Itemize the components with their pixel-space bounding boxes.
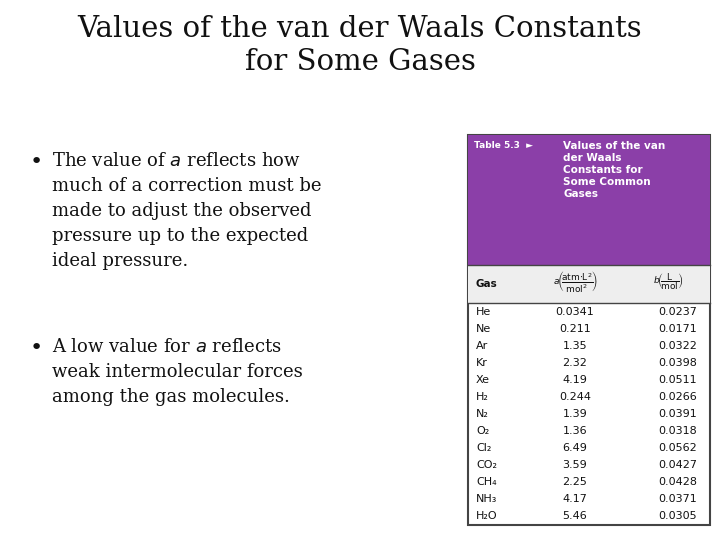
Text: H₂: H₂ (476, 392, 489, 402)
Text: Cl₂: Cl₂ (476, 443, 491, 453)
Text: 4.19: 4.19 (562, 375, 588, 385)
Text: 0.0322: 0.0322 (659, 341, 698, 350)
Text: 6.49: 6.49 (562, 443, 588, 453)
Bar (468, 135, 710, 265)
Text: Xe: Xe (476, 375, 490, 385)
Text: He: He (476, 307, 491, 316)
Text: 0.244: 0.244 (559, 392, 591, 402)
Text: 5.46: 5.46 (562, 511, 588, 522)
Text: NH₃: NH₃ (476, 495, 498, 504)
Text: CH₄: CH₄ (476, 477, 497, 487)
Text: $b\!\left(\!\dfrac{\mathrm{L}}{\mathrm{mol}}\!\right)$: $b\!\left(\!\dfrac{\mathrm{L}}{\mathrm{m… (653, 272, 683, 293)
Text: Table 5.3  ►: Table 5.3 ► (474, 141, 533, 150)
Text: 1.36: 1.36 (563, 426, 588, 436)
Text: 0.0237: 0.0237 (659, 307, 698, 316)
Text: 0.0305: 0.0305 (659, 511, 697, 522)
Text: Gas: Gas (476, 279, 498, 289)
Text: Kr: Kr (476, 358, 488, 368)
Text: 0.0341: 0.0341 (556, 307, 595, 316)
Bar (468, 135, 710, 525)
Text: 0.0562: 0.0562 (659, 443, 698, 453)
Text: 2.25: 2.25 (562, 477, 588, 487)
Text: $a\!\left(\!\dfrac{\mathrm{atm{\cdot}L^2}}{\mathrm{mol^2}}\!\right)$: $a\!\left(\!\dfrac{\mathrm{atm{\cdot}L^2… (553, 269, 597, 294)
Text: 1.35: 1.35 (563, 341, 588, 350)
Text: 0.0266: 0.0266 (659, 392, 698, 402)
Text: 1.39: 1.39 (562, 409, 588, 419)
Text: 0.0391: 0.0391 (659, 409, 698, 419)
Text: 2.32: 2.32 (562, 358, 588, 368)
Text: The value of $a$ reflects how
much of a correction must be
made to adjust the ob: The value of $a$ reflects how much of a … (52, 152, 322, 270)
Text: Values of the van der Waals Constants
for Some Gases: Values of the van der Waals Constants fo… (78, 15, 642, 77)
Text: 3.59: 3.59 (562, 460, 588, 470)
Text: Ar: Ar (476, 341, 488, 350)
Bar (468, 265, 710, 303)
Text: N₂: N₂ (476, 409, 489, 419)
Text: Values of the van
der Waals
Constants for
Some Common
Gases: Values of the van der Waals Constants fo… (563, 141, 665, 199)
Text: •: • (30, 152, 43, 172)
Text: H₂O: H₂O (476, 511, 498, 522)
Text: 0.211: 0.211 (559, 323, 591, 334)
Text: 0.0427: 0.0427 (659, 460, 698, 470)
Text: 0.0171: 0.0171 (659, 323, 698, 334)
Text: Ne: Ne (476, 323, 491, 334)
Text: 0.0371: 0.0371 (659, 495, 698, 504)
Text: A low value for $a$ reflects
weak intermolecular forces
among the gas molecules.: A low value for $a$ reflects weak interm… (52, 338, 302, 406)
Text: 0.0511: 0.0511 (659, 375, 697, 385)
Text: O₂: O₂ (476, 426, 490, 436)
Text: 4.17: 4.17 (562, 495, 588, 504)
Text: CO₂: CO₂ (476, 460, 497, 470)
Text: 0.0398: 0.0398 (659, 358, 698, 368)
Text: 0.0428: 0.0428 (659, 477, 698, 487)
Text: 0.0318: 0.0318 (659, 426, 698, 436)
Text: •: • (30, 338, 43, 358)
